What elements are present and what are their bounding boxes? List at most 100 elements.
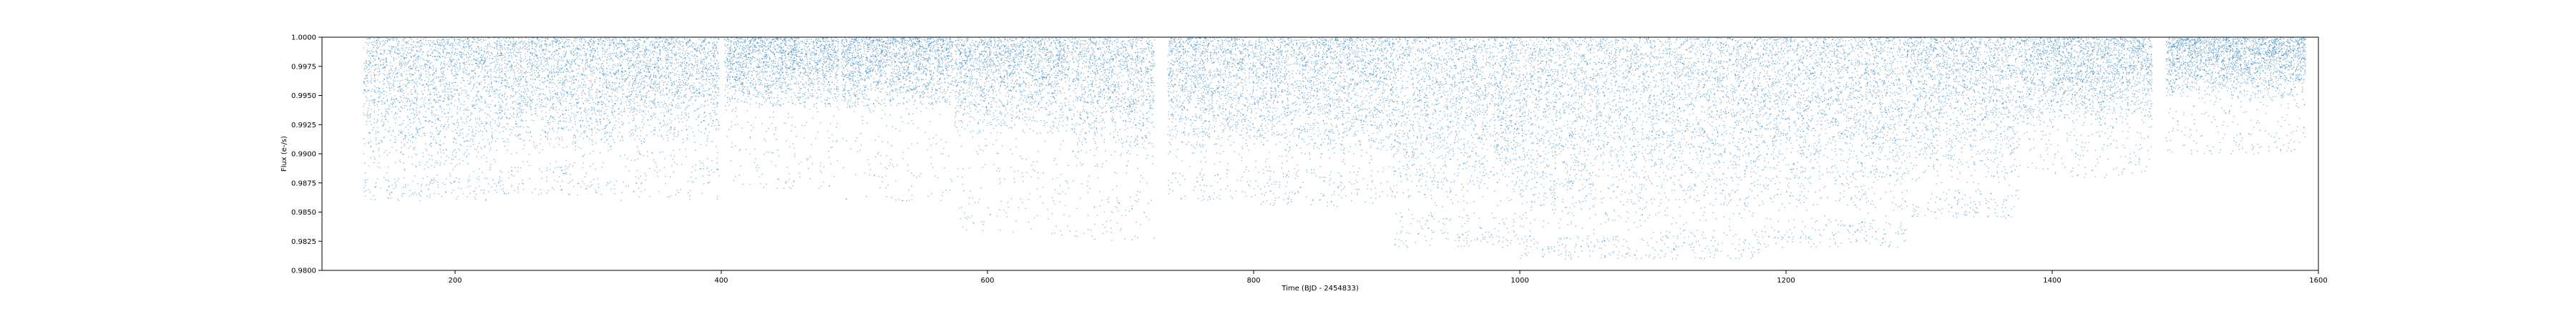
data-point [675, 42, 676, 44]
data-point [570, 64, 571, 66]
data-point [716, 198, 718, 200]
data-point [370, 53, 371, 54]
data-point [530, 100, 532, 102]
data-point [414, 97, 416, 98]
data-point [407, 100, 409, 102]
data-point [365, 64, 366, 67]
data-point [542, 82, 544, 83]
data-point [441, 67, 443, 68]
data-point [627, 77, 628, 79]
data-point [643, 42, 645, 44]
data-point [614, 103, 615, 104]
data-point [383, 90, 384, 92]
data-point [636, 57, 638, 59]
data-point [384, 74, 386, 76]
data-point [464, 85, 466, 87]
data-point [510, 41, 512, 43]
data-point [389, 90, 391, 92]
data-point [673, 42, 675, 44]
data-point [447, 125, 449, 127]
data-point [505, 41, 507, 42]
data-point [386, 100, 388, 102]
data-point [569, 63, 570, 64]
data-point [583, 125, 585, 127]
data-point [657, 47, 658, 49]
data-point [585, 60, 587, 62]
data-point [418, 117, 419, 119]
data-point [504, 80, 505, 82]
data-point [432, 74, 434, 76]
data-point [620, 39, 623, 41]
data-point [444, 94, 446, 96]
data-point [706, 144, 707, 146]
data-point [481, 157, 482, 158]
data-point [560, 92, 561, 93]
data-point [543, 65, 545, 67]
data-point [638, 94, 639, 96]
data-point [640, 130, 642, 132]
data-point [587, 99, 589, 101]
data-point [368, 117, 369, 119]
data-point [612, 59, 613, 61]
data-point [494, 112, 496, 114]
data-point [409, 79, 411, 82]
data-point [496, 44, 497, 46]
data-point [371, 56, 374, 57]
data-point [502, 77, 504, 79]
data-point [442, 182, 444, 184]
data-point [577, 99, 579, 100]
data-point [489, 147, 492, 149]
data-point [377, 46, 379, 49]
data-point [472, 105, 474, 107]
data-point [557, 82, 560, 84]
data-point [418, 69, 419, 72]
data-point [538, 152, 540, 154]
data-point [691, 127, 693, 129]
data-point [544, 106, 545, 107]
data-point [698, 88, 700, 89]
data-point [606, 82, 608, 84]
data-point [485, 76, 487, 77]
data-point [545, 132, 546, 133]
data-point [455, 48, 457, 49]
data-point [653, 51, 655, 52]
data-point [536, 46, 537, 47]
data-point [377, 37, 379, 39]
data-point [680, 189, 682, 190]
data-point [696, 50, 698, 52]
data-point [473, 78, 474, 79]
data-point [381, 142, 384, 143]
data-point [462, 52, 464, 54]
data-point [562, 46, 564, 48]
data-point [614, 124, 615, 126]
data-point [467, 67, 468, 69]
data-point [462, 62, 464, 64]
data-point [412, 112, 414, 114]
data-point [640, 96, 643, 97]
data-point [552, 42, 553, 44]
data-point [485, 90, 487, 92]
data-point [593, 55, 595, 57]
data-point [567, 44, 569, 46]
data-point [513, 62, 514, 63]
data-point [667, 62, 668, 64]
data-point [592, 56, 593, 57]
data-point [432, 74, 434, 76]
data-point [499, 122, 500, 124]
data-point [621, 124, 623, 125]
data-point [633, 87, 635, 89]
data-point [575, 93, 577, 94]
data-point [378, 97, 379, 98]
data-point [484, 58, 486, 59]
data-point [462, 132, 464, 134]
data-point [416, 154, 418, 155]
data-point [605, 105, 607, 107]
data-point [371, 78, 373, 79]
data-point [635, 182, 637, 184]
data-point [585, 62, 587, 64]
data-point [675, 39, 677, 41]
data-point [366, 80, 368, 82]
data-point [521, 95, 522, 97]
data-point [445, 82, 447, 84]
data-point [578, 182, 580, 184]
